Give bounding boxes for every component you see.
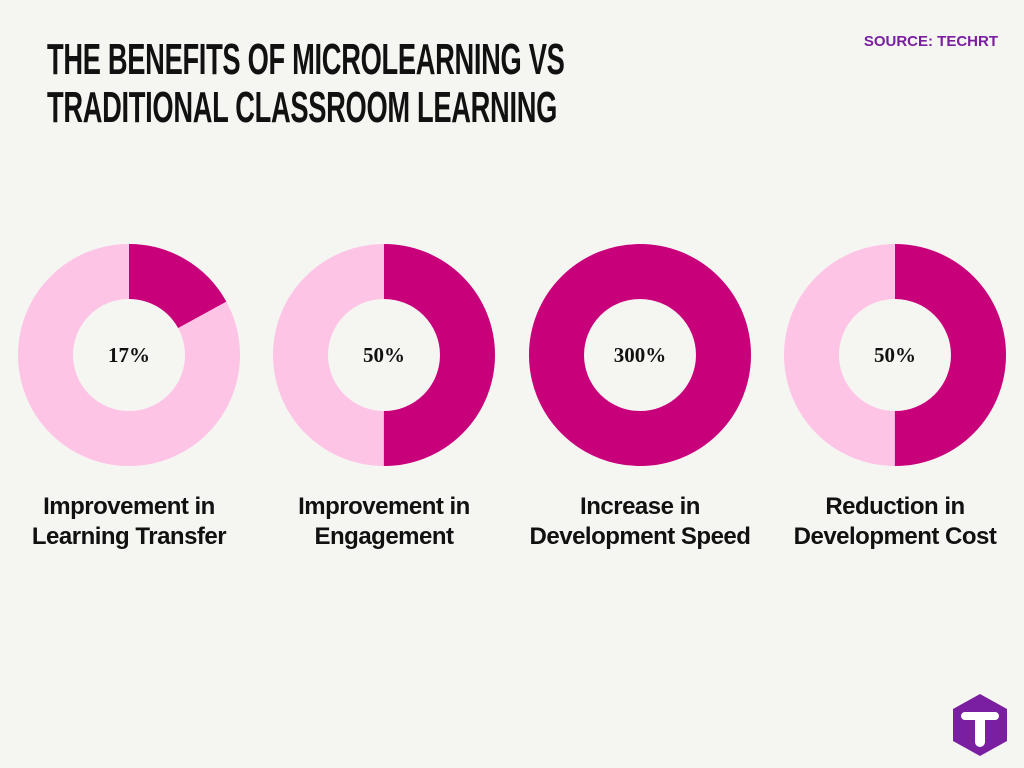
donut-segment [18,244,240,466]
category-label: Increase in Development Speed [529,493,751,550]
logo-t [961,712,999,747]
source: SOURCE: TECHRT [863,33,998,50]
donut-segment [529,244,751,466]
category-label: Improvement in Learning Transfer [31,493,227,550]
title: THE BENEFITS OF MICROLEARNING VS TRADITI… [47,35,565,132]
value-label: 17% [108,343,150,367]
category-label: Reduction in Development Cost [793,493,997,550]
value-label: 50% [363,343,405,367]
donut-segment [273,244,495,466]
category-label: Improvement in Engagement [298,493,470,550]
value-label: 300% [614,343,667,367]
logo [953,694,1007,756]
value-label: 50% [874,343,916,367]
donut-segment [784,244,1006,466]
